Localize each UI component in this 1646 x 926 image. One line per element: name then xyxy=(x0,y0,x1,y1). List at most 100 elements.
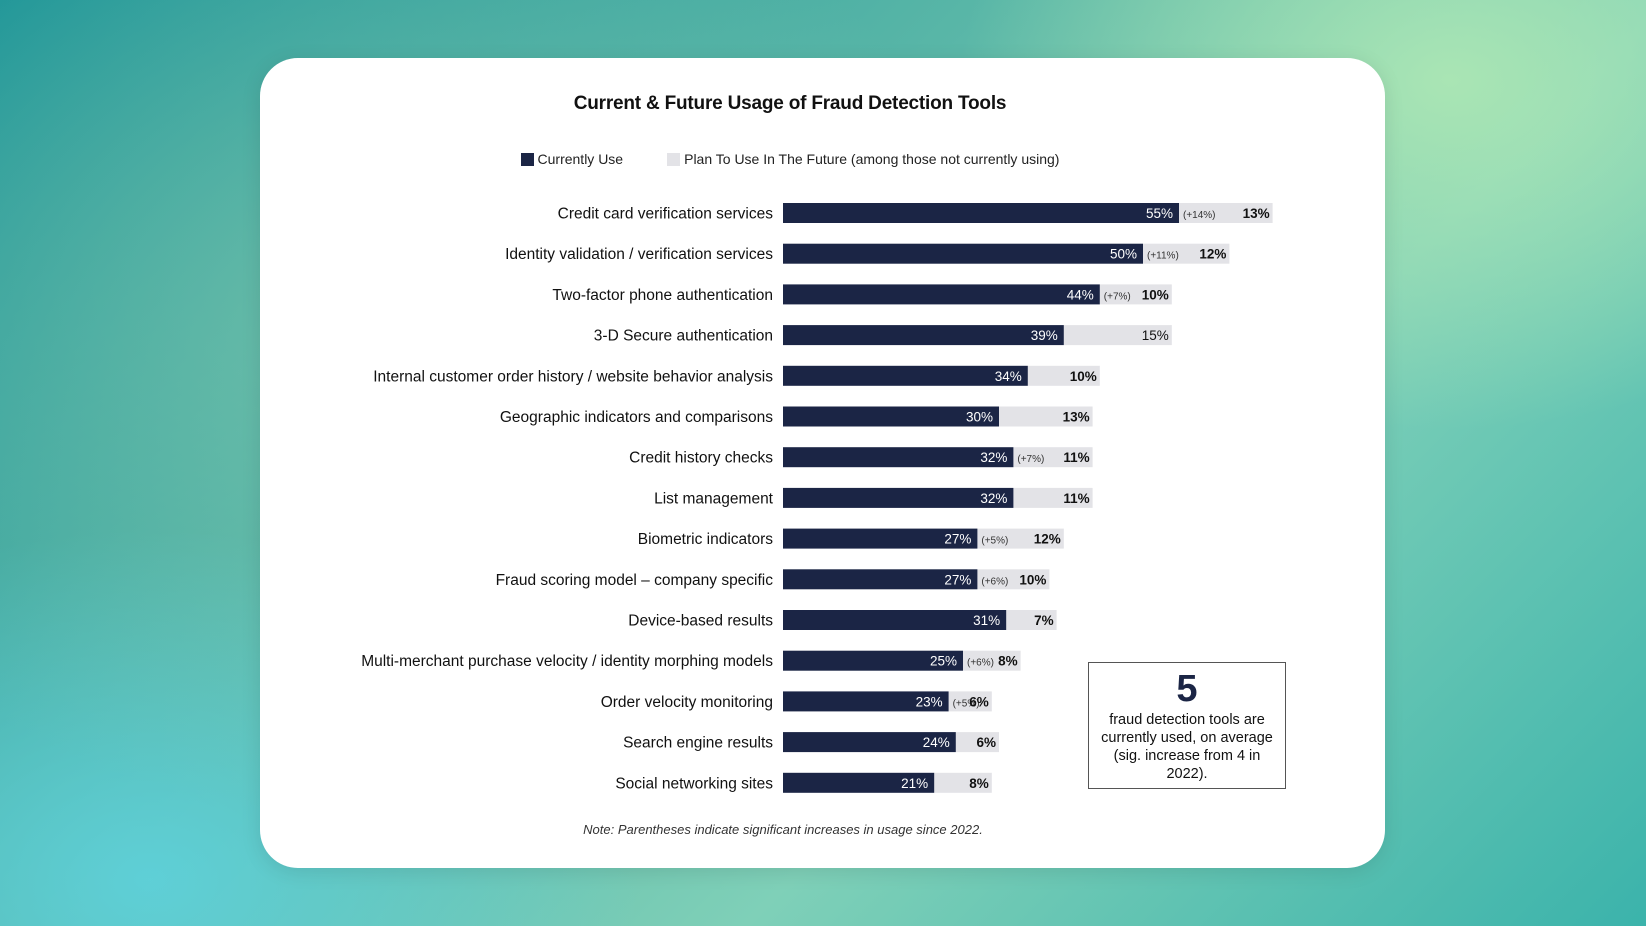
category-label: Geographic indicators and comparisons xyxy=(500,409,773,426)
value-label-future: 12% xyxy=(1199,247,1226,262)
bar-future xyxy=(963,650,1021,671)
legend-item-future: Plan To Use In The Future (among those n… xyxy=(667,151,1059,167)
legend-label-current: Currently Use xyxy=(537,151,624,167)
value-label-current: 55% xyxy=(1146,206,1173,221)
bar-future xyxy=(1179,203,1273,223)
increase-label: (+11%) xyxy=(1147,251,1179,262)
value-label-current: 24% xyxy=(923,735,950,750)
bar-current xyxy=(783,284,1100,305)
bar-future xyxy=(1099,284,1172,305)
bar-current xyxy=(783,528,978,549)
value-label-future: 7% xyxy=(1034,613,1054,628)
bar-current xyxy=(783,203,1179,223)
legend: Currently Use Plan To Use In The Future … xyxy=(0,151,1580,167)
value-label-future: 10% xyxy=(1142,287,1169,302)
bar-current xyxy=(783,487,1014,508)
value-label-future: 13% xyxy=(1063,410,1090,425)
category-label: Internal customer order history / websit… xyxy=(373,368,773,385)
legend-item-current: Currently Use xyxy=(520,151,624,167)
category-label: Multi-merchant purchase velocity / ident… xyxy=(361,653,773,670)
bar-future xyxy=(1013,447,1093,468)
category-label: Social networking sites xyxy=(615,775,773,792)
increase-label: (+14%) xyxy=(1183,210,1216,221)
bar-row: Credit card verification services 55% (+14… xyxy=(558,203,1273,223)
increase-label: (+6%) xyxy=(981,576,1008,587)
value-label-future: 13% xyxy=(1243,206,1270,221)
chart-title: Current & Future Usage of Fraud Detectio… xyxy=(573,93,1007,114)
bar-future xyxy=(1013,487,1093,508)
category-label: Fraud scoring model – company specific xyxy=(496,572,774,589)
bar-current xyxy=(783,447,1014,468)
bar-future xyxy=(977,528,1064,549)
bar-future xyxy=(977,569,1050,590)
bar-future xyxy=(1143,243,1230,264)
bar-future xyxy=(999,406,1093,427)
value-label-future: 11% xyxy=(1063,450,1089,465)
bar-current xyxy=(783,569,978,590)
bar-future xyxy=(1006,610,1057,630)
bar-future xyxy=(934,772,992,793)
value-label-future: 6% xyxy=(976,735,996,750)
value-label-future: 6% xyxy=(969,694,989,709)
category-label: Biometric indicators xyxy=(638,531,773,548)
category-label: Order velocity monitoring xyxy=(601,694,773,711)
value-label-future: 8% xyxy=(969,776,989,791)
bar-row: Identity validation / verification servi… xyxy=(505,243,1230,264)
callout-number: 5 xyxy=(1176,668,1198,710)
legend-swatch-current xyxy=(520,152,534,166)
legend-swatch-future xyxy=(667,152,681,166)
bar-row: Internal customer order history / websit… xyxy=(373,365,1100,386)
value-label-future: 12% xyxy=(1034,532,1061,547)
value-label-future: 11% xyxy=(1063,491,1089,506)
increase-label: (+7%) xyxy=(1017,454,1044,465)
bar-current xyxy=(783,243,1143,264)
bar-future xyxy=(1063,325,1172,346)
bar-future xyxy=(955,732,999,753)
bar-row: Device-based results 31% 7% xyxy=(628,610,1057,630)
value-label-current: 27% xyxy=(944,532,971,547)
bar-current xyxy=(783,772,935,793)
category-label: Identity validation / verification servi… xyxy=(505,246,773,263)
value-label-current: 23% xyxy=(916,694,943,709)
chart-note: Note: Parentheses indicate significant i… xyxy=(583,822,983,837)
category-label: 3-D Secure authentication xyxy=(594,328,773,345)
increase-label: (+5%) xyxy=(953,698,980,709)
bar-row: List management 32% 11% xyxy=(654,487,1093,508)
category-label: List management xyxy=(654,490,774,507)
bar-current xyxy=(783,406,999,427)
value-label-current: 32% xyxy=(980,450,1007,465)
bar-row: Multi-merchant purchase velocity / ident… xyxy=(361,650,1021,671)
value-label-future: 10% xyxy=(1070,369,1097,384)
value-label-future: 15% xyxy=(1142,328,1169,343)
increase-label: (+6%) xyxy=(967,658,994,669)
value-label-current: 30% xyxy=(966,410,993,425)
value-label-current: 27% xyxy=(944,572,971,587)
increase-label: (+5%) xyxy=(981,536,1008,547)
value-label-future: 10% xyxy=(1019,572,1046,587)
value-label-current: 25% xyxy=(930,654,957,669)
bar-current xyxy=(783,365,1028,386)
bar-row: Order velocity monitoring 23% (+5%)6% xyxy=(601,691,992,712)
category-label: Credit history checks xyxy=(629,450,773,467)
value-label-current: 34% xyxy=(995,369,1022,384)
bar-current xyxy=(783,650,963,671)
category-label: Device-based results xyxy=(628,613,773,630)
bar-current xyxy=(783,691,949,712)
bar-row: 3-D Secure authentication 39% 15% xyxy=(594,325,1172,346)
bar-row: Search engine results 24% 6% xyxy=(623,732,999,753)
increase-label: (+7%) xyxy=(1104,291,1131,302)
value-label-current: 50% xyxy=(1110,247,1137,262)
value-label-current: 39% xyxy=(1031,328,1058,343)
bar-row: Two-factor phone authentication 44% (+7%) 1… xyxy=(552,284,1172,305)
bar-row: Fraud scoring model – company specific 27… xyxy=(496,569,1050,590)
value-label-current: 21% xyxy=(901,776,928,791)
average-tools-callout: 5 fraud detection tools are currently us… xyxy=(1088,662,1286,789)
bar-current xyxy=(783,610,1007,630)
bar-current xyxy=(783,732,956,753)
bar-row: Credit history checks 32% (+7%) 11% xyxy=(629,447,1093,468)
bar-future xyxy=(1027,365,1100,386)
category-label: Two-factor phone authentication xyxy=(552,287,773,304)
bar-current xyxy=(783,325,1064,346)
value-label-current: 31% xyxy=(973,613,1000,628)
